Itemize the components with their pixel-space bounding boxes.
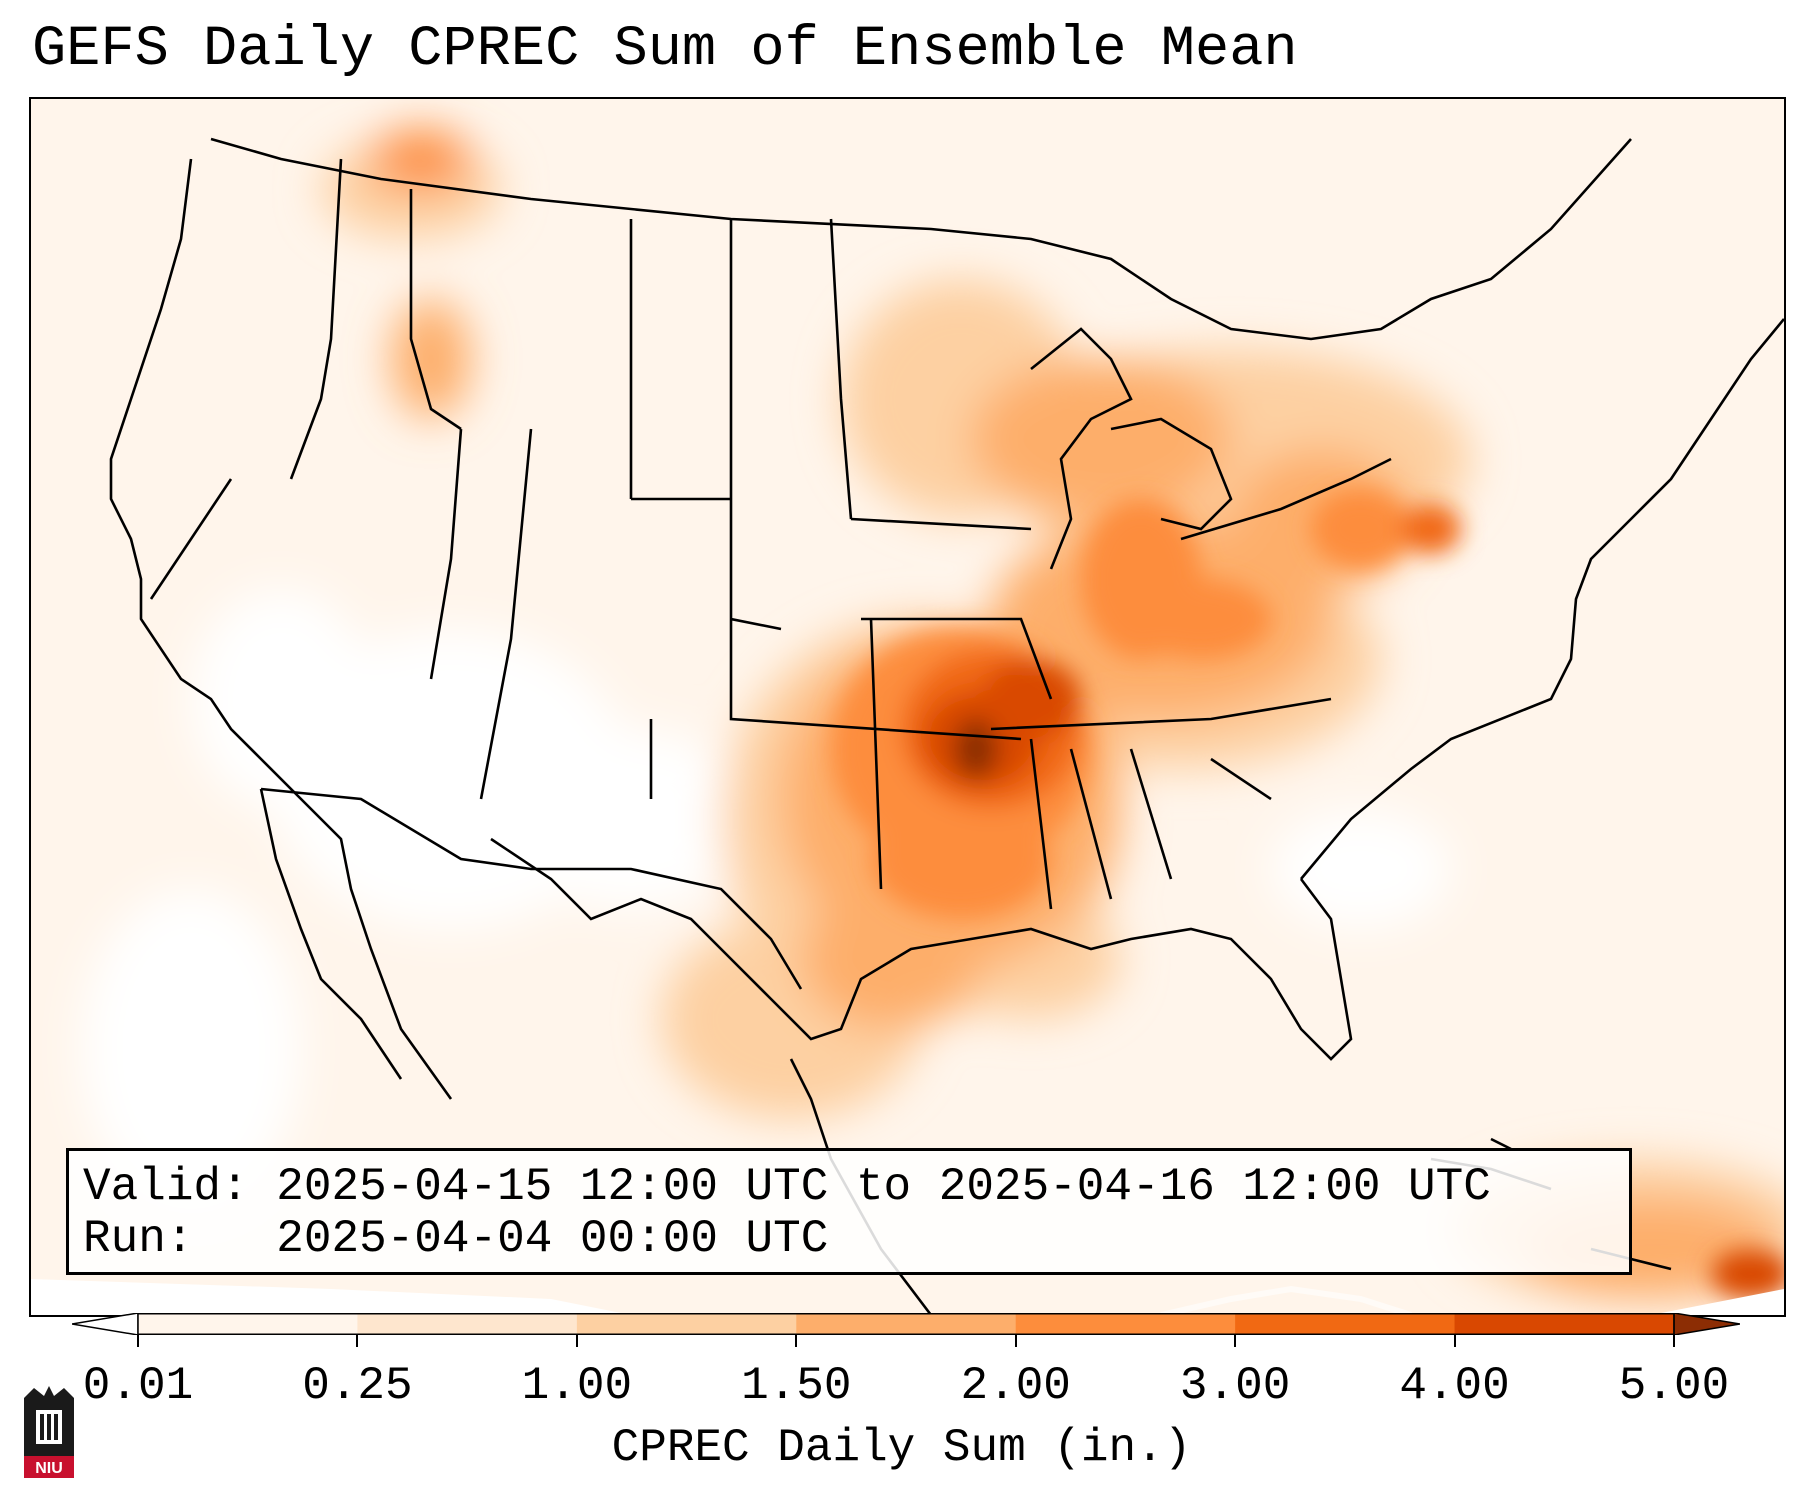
projection-edge-left bbox=[31, 1279, 631, 1315]
run-value: 2025-04-04 00:00 UTC bbox=[276, 1213, 829, 1265]
colorbar-outline bbox=[137, 1313, 1675, 1335]
valid-value: 2025-04-15 12:00 UTC to 2025-04-16 12:00… bbox=[276, 1161, 1491, 1213]
valid-label: Valid: bbox=[83, 1161, 249, 1213]
colorbar-tick-mark bbox=[795, 1335, 798, 1347]
colorbar-tick-label: 0.25 bbox=[302, 1360, 413, 1412]
validity-info-box: Valid: 2025-04-15 12:00 UTC to 2025-04-1… bbox=[66, 1148, 1632, 1275]
colorbar-tick-label: 1.50 bbox=[741, 1360, 852, 1412]
colorbar-tick-mark bbox=[137, 1335, 139, 1347]
colorbar-segment bbox=[1454, 1313, 1675, 1335]
gulf-coast bbox=[490, 837, 1353, 1061]
run-time-line: Run: 2025-04-04 00:00 UTC bbox=[83, 1213, 828, 1265]
colorbar-tick-mark bbox=[1673, 1335, 1675, 1347]
colorbar-segment bbox=[1015, 1313, 1236, 1335]
state-lines bbox=[149, 158, 1332, 910]
run-label: Run: bbox=[83, 1213, 194, 1265]
colorbar-segment bbox=[1235, 1313, 1456, 1335]
niu-logo-text: NIU bbox=[35, 1460, 63, 1477]
colorbar-tick-label: 3.00 bbox=[1179, 1360, 1291, 1412]
colorbar-tick-label: 1.00 bbox=[521, 1360, 633, 1412]
colorbar-tick-mark bbox=[356, 1335, 359, 1347]
valid-time-line: Valid: 2025-04-15 12:00 UTC to 2025-04-1… bbox=[83, 1161, 1491, 1213]
canada-border bbox=[210, 137, 1632, 341]
colorbar-tick-mark bbox=[1453, 1335, 1456, 1347]
colorbar-segment bbox=[357, 1313, 578, 1335]
colorbar-arrow-low bbox=[72, 1313, 139, 1335]
niu-logo: NIU bbox=[24, 1386, 74, 1478]
precip-core bbox=[831, 489, 1784, 1299]
colorbar-segment bbox=[796, 1313, 1017, 1335]
colorbar-tick-label: 4.00 bbox=[1399, 1360, 1510, 1412]
colorbar-label: CPREC Daily Sum (in.) bbox=[611, 1422, 1192, 1474]
colorbar-tick-mark bbox=[575, 1335, 578, 1347]
colorbar-tick-label: 0.01 bbox=[82, 1360, 194, 1412]
colorbar-segment bbox=[138, 1313, 358, 1335]
projection-edge-right bbox=[1651, 1289, 1784, 1315]
colorbar-arrow-high bbox=[1673, 1313, 1740, 1335]
mexico-border bbox=[260, 787, 803, 990]
east-coast bbox=[1300, 318, 1784, 880]
colorbar-tick-mark bbox=[1234, 1335, 1237, 1347]
colorbar-segment bbox=[576, 1313, 797, 1335]
baja-coast bbox=[259, 788, 403, 1080]
colorbar-tick-mark bbox=[1014, 1335, 1017, 1347]
colorbar-tick-label: 2.00 bbox=[960, 1360, 1071, 1412]
west-coastline bbox=[109, 158, 453, 1100]
map-title: GEFS Daily CPREC Sum of Ensemble Mean bbox=[32, 18, 1298, 82]
colorbar bbox=[72, 1313, 1740, 1335]
precipitation-map bbox=[29, 97, 1786, 1317]
cuba bbox=[1160, 1285, 1412, 1315]
colorbar-tick-label: 5.00 bbox=[1618, 1360, 1730, 1412]
great-lakes bbox=[1030, 327, 1392, 570]
